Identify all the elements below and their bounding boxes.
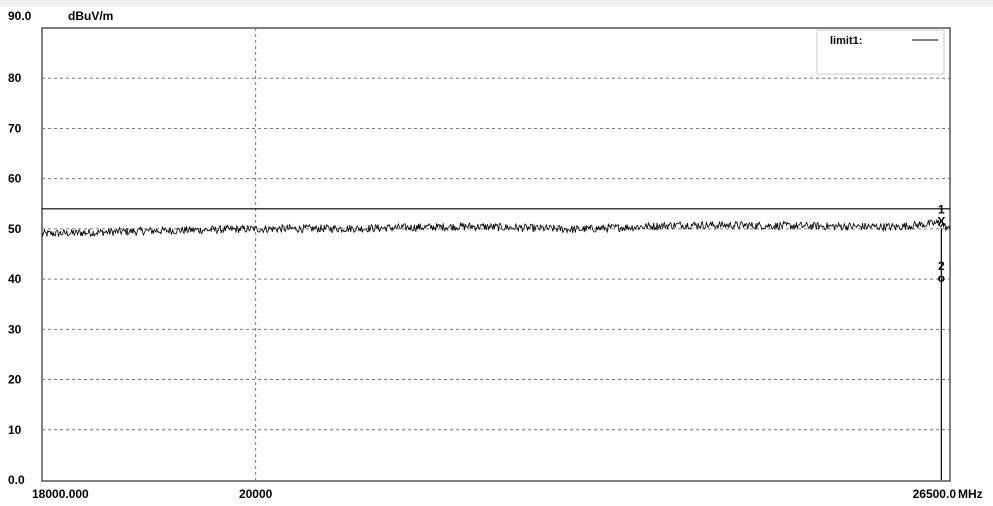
plot-frame bbox=[41, 27, 951, 482]
legend-label: limit1: bbox=[830, 35, 862, 47]
y-tick-label: 10 bbox=[8, 423, 22, 437]
grid-lines bbox=[42, 28, 950, 480]
x-tick-label: 26500.0 bbox=[913, 487, 957, 501]
legend-box bbox=[816, 29, 945, 75]
trace-line bbox=[41, 218, 951, 238]
y-tick-label: 20 bbox=[8, 373, 22, 387]
marker-symbol: o bbox=[938, 271, 945, 285]
x-unit-label: MHz bbox=[958, 487, 983, 501]
trace-group bbox=[41, 218, 951, 238]
x-tick-label: 20000 bbox=[239, 487, 273, 501]
x-tick-labels: 18000.000 20000 26500.0 bbox=[32, 487, 956, 501]
marker-symbol: X bbox=[937, 214, 945, 228]
markers-group: 1X 2o bbox=[937, 202, 945, 480]
y-tick-labels: 80 70 60 50 40 30 20 10 0.0 bbox=[8, 71, 25, 487]
legend: limit1: bbox=[816, 29, 945, 75]
marker-number: 2 bbox=[938, 259, 945, 273]
y-tick-label: 30 bbox=[8, 322, 22, 336]
marker-number: 1 bbox=[938, 202, 945, 216]
y-tick-label: 40 bbox=[8, 272, 22, 286]
y-tick-label: 0.0 bbox=[8, 473, 25, 487]
x-tick-label: 18000.000 bbox=[32, 487, 89, 501]
y-top-label: 90.0 bbox=[8, 9, 32, 23]
top-strip bbox=[0, 0, 993, 7]
y-tick-label: 60 bbox=[8, 172, 22, 186]
y-tick-label: 70 bbox=[8, 121, 22, 135]
y-unit-label: dBuV/m bbox=[68, 9, 113, 23]
y-tick-label: 50 bbox=[8, 222, 22, 236]
y-tick-label: 80 bbox=[8, 71, 22, 85]
